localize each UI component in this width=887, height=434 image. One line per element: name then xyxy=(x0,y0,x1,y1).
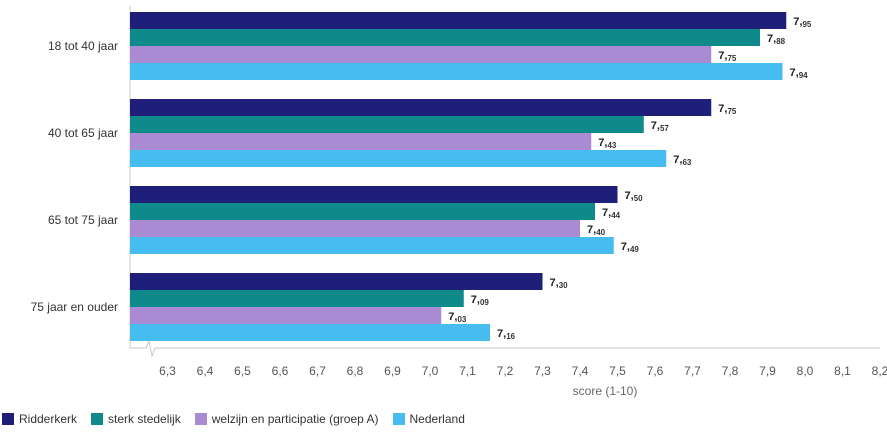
bar-welzijn-en-participatie-groep-a-18-tot-40-jaar xyxy=(130,46,712,63)
bar-ridderkerk-75-jaar-en-ouder xyxy=(130,273,543,290)
legend-item-welzijn[interactable]: welzijn en participatie (groep A) xyxy=(194,412,379,426)
legend: Ridderkerk sterk stedelijk welzijn en pa… xyxy=(2,412,465,426)
value-label-ridderkerk-65-tot-75-jaar: 7,50 xyxy=(625,190,644,203)
value-label-welzijn-en-participatie-groep-a-40-tot-65-jaar: 7,43 xyxy=(598,137,617,150)
value-label-ridderkerk-40-tot-65-jaar: 7,75 xyxy=(718,103,737,116)
bar-nederland-40-tot-65-jaar xyxy=(130,150,667,167)
x-tick-label-6-6: 6,6 xyxy=(272,364,289,378)
axis-break-mark xyxy=(145,339,156,358)
x-tick-label-8-1: 8,1 xyxy=(834,364,851,378)
x-axis-title: score (1-10) xyxy=(573,384,638,398)
bar-sterk-stedelijk-18-tot-40-jaar xyxy=(130,29,760,46)
legend-item-sterk-stedelijk[interactable]: sterk stedelijk xyxy=(91,412,181,426)
legend-swatch-sterk-stedelijk xyxy=(91,413,104,425)
legend-label-ridderkerk: Ridderkerk xyxy=(19,412,78,426)
x-tick-label-7-0: 7,0 xyxy=(422,364,439,378)
legend-label-sterk-stedelijk: sterk stedelijk xyxy=(108,412,181,426)
legend-item-ridderkerk[interactable]: Ridderkerk xyxy=(2,412,77,426)
value-label-sterk-stedelijk-40-tot-65-jaar: 7,57 xyxy=(651,120,670,133)
bar-sterk-stedelijk-40-tot-65-jaar xyxy=(130,116,644,133)
bar-nederland-75-jaar-en-ouder xyxy=(130,324,490,341)
x-tick-label-8-2: 8,2 xyxy=(872,364,887,378)
value-label-nederland-40-tot-65-jaar: 7,63 xyxy=(673,154,692,167)
x-tick-label-6-8: 6,8 xyxy=(347,364,364,378)
x-tick-label-7-9: 7,9 xyxy=(759,364,776,378)
x-tick-label-6-5: 6,5 xyxy=(234,364,251,378)
legend-swatch-ridderkerk xyxy=(2,413,14,425)
bar-ridderkerk-40-tot-65-jaar xyxy=(130,99,712,116)
value-label-nederland-65-tot-75-jaar: 7,49 xyxy=(621,241,640,254)
x-tick-label-6-4: 6,4 xyxy=(197,364,214,378)
x-tick-label-8-0: 8,0 xyxy=(797,364,814,378)
x-tick-label-7-1: 7,1 xyxy=(459,364,476,378)
legend-item-nederland[interactable]: Nederland xyxy=(392,412,465,426)
value-label-welzijn-en-participatie-groep-a-75-jaar-en-ouder: 7,03 xyxy=(448,311,467,324)
bar-welzijn-en-participatie-groep-a-65-tot-75-jaar xyxy=(130,220,580,237)
x-tick-label-7-3: 7,3 xyxy=(534,364,551,378)
bar-nederland-18-tot-40-jaar xyxy=(130,63,783,80)
x-tick-label-6-3: 6,3 xyxy=(159,364,176,378)
x-tick-label-7-8: 7,8 xyxy=(722,364,739,378)
legend-label-nederland: Nederland xyxy=(409,412,465,426)
value-label-sterk-stedelijk-75-jaar-en-ouder: 7,09 xyxy=(471,294,490,307)
x-tick-label-7-7: 7,7 xyxy=(684,364,701,378)
value-label-sterk-stedelijk-65-tot-75-jaar: 7,44 xyxy=(602,207,621,220)
bar-welzijn-en-participatie-groep-a-40-tot-65-jaar xyxy=(130,133,592,150)
bar-ridderkerk-18-tot-40-jaar xyxy=(130,12,787,29)
value-label-ridderkerk-75-jaar-en-ouder: 7,30 xyxy=(550,277,569,290)
x-tick-label-7-5: 7,5 xyxy=(609,364,626,378)
bar-sterk-stedelijk-65-tot-75-jaar xyxy=(130,203,595,220)
x-tick-label-6-9: 6,9 xyxy=(384,364,401,378)
x-tick-label-7-2: 7,2 xyxy=(497,364,514,378)
value-label-welzijn-en-participatie-groep-a-18-tot-40-jaar: 7,75 xyxy=(718,50,737,63)
category-label-18-tot-40-jaar: 18 tot 40 jaar xyxy=(48,39,118,53)
category-label-40-tot-65-jaar: 40 tot 65 jaar xyxy=(48,126,118,140)
value-label-sterk-stedelijk-18-tot-40-jaar: 7,88 xyxy=(767,33,786,46)
legend-label-welzijn: welzijn en participatie (groep A) xyxy=(211,412,379,426)
category-label-75-jaar-en-ouder: 75 jaar en ouder xyxy=(31,300,118,314)
x-tick-label-7-4: 7,4 xyxy=(572,364,589,378)
bar-ridderkerk-65-tot-75-jaar xyxy=(130,186,618,203)
x-tick-label-6-7: 6,7 xyxy=(309,364,326,378)
value-label-nederland-18-tot-40-jaar: 7,94 xyxy=(790,67,809,80)
x-tick-label-7-6: 7,6 xyxy=(647,364,664,378)
legend-swatch-nederland xyxy=(392,413,405,425)
legend-swatch-welzijn xyxy=(194,413,207,425)
category-label-65-tot-75-jaar: 65 tot 75 jaar xyxy=(48,213,118,227)
bar-nederland-65-tot-75-jaar xyxy=(130,237,614,254)
bar-welzijn-en-participatie-groep-a-75-jaar-en-ouder xyxy=(130,307,442,324)
bar-sterk-stedelijk-75-jaar-en-ouder xyxy=(130,290,464,307)
value-label-nederland-75-jaar-en-ouder: 7,16 xyxy=(497,328,516,341)
value-label-ridderkerk-18-tot-40-jaar: 7,95 xyxy=(793,16,812,29)
value-label-welzijn-en-participatie-groep-a-65-tot-75-jaar: 7,40 xyxy=(587,224,606,237)
